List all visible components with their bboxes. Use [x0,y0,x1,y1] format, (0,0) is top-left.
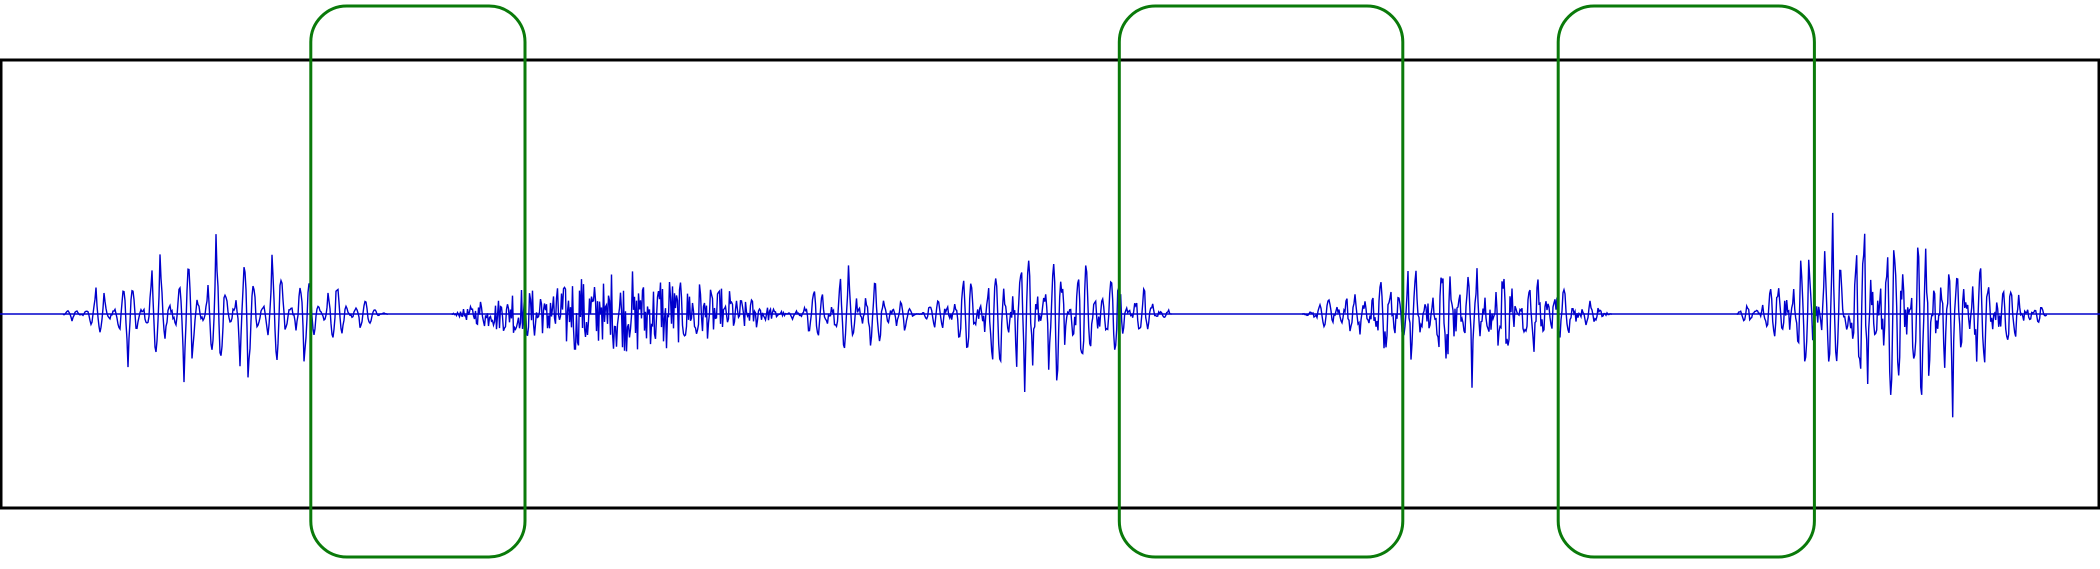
highlight-region-3 [1556,4,1816,559]
speech-waveform [62,212,2048,418]
highlight-regions [309,4,1816,559]
plot-frame [0,58,2100,510]
highlight-region-1 [309,4,527,559]
highlight-region-2 [1117,4,1405,559]
